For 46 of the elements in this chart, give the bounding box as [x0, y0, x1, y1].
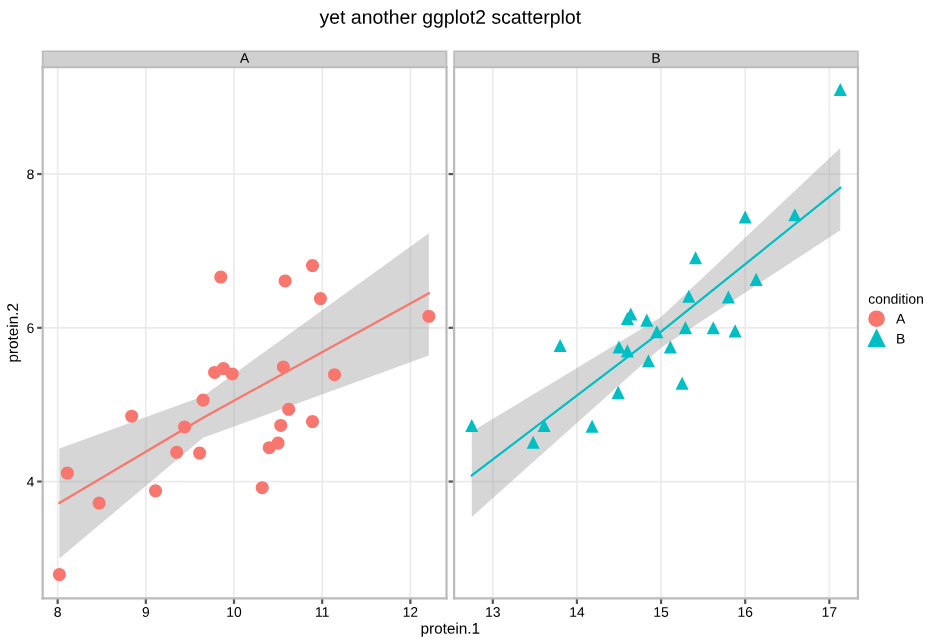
point: [620, 344, 634, 358]
point: [689, 251, 703, 265]
point: [650, 325, 664, 339]
point: [721, 290, 735, 304]
point: [788, 208, 802, 222]
point: [611, 385, 625, 399]
point: [612, 340, 626, 354]
point: [193, 446, 207, 460]
point: [663, 340, 677, 354]
point: [313, 292, 327, 306]
point: [640, 313, 654, 327]
point: [214, 270, 228, 284]
point: [225, 367, 239, 381]
point: [305, 259, 319, 273]
point: [553, 338, 567, 352]
point: [92, 496, 106, 510]
point: [537, 418, 551, 432]
point: [675, 376, 689, 390]
point: [328, 368, 342, 382]
point: [749, 272, 763, 286]
point: [60, 466, 74, 480]
point: [738, 210, 752, 224]
point: [278, 274, 292, 288]
point: [526, 435, 540, 449]
point: [465, 418, 479, 432]
point: [678, 321, 692, 335]
point: [149, 484, 163, 498]
point: [274, 418, 288, 432]
point: [276, 360, 290, 374]
point: [728, 324, 742, 338]
point: [585, 419, 599, 433]
point: [52, 568, 66, 582]
point: [170, 445, 184, 459]
point: [196, 393, 210, 407]
point: [706, 321, 720, 335]
point: [641, 354, 655, 368]
point: [271, 436, 285, 450]
point: [833, 82, 847, 97]
point: [682, 289, 696, 303]
point: [125, 409, 139, 423]
point: [178, 420, 192, 434]
point: [305, 415, 319, 429]
point: [422, 309, 436, 323]
point: [255, 481, 269, 495]
point: [282, 402, 296, 416]
chart-title: yet another ggplot2 scatterplot: [319, 9, 581, 28]
